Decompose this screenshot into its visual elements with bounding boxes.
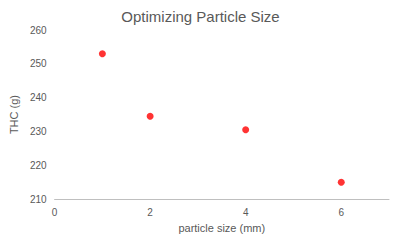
svg-text:260: 260 xyxy=(30,25,47,36)
svg-text:210: 210 xyxy=(30,194,47,205)
svg-text:Optimizing Particle Size: Optimizing Particle Size xyxy=(121,8,279,25)
svg-text:particle size (mm): particle size (mm) xyxy=(178,222,265,234)
svg-text:6: 6 xyxy=(338,207,344,218)
svg-text:240: 240 xyxy=(30,92,47,103)
svg-text:230: 230 xyxy=(30,126,47,137)
svg-text:4: 4 xyxy=(243,207,249,218)
svg-text:220: 220 xyxy=(30,160,47,171)
svg-text:250: 250 xyxy=(30,58,47,69)
svg-text:THC (g): THC (g) xyxy=(8,95,20,134)
svg-text:2: 2 xyxy=(147,207,153,218)
svg-text:0: 0 xyxy=(52,207,58,218)
